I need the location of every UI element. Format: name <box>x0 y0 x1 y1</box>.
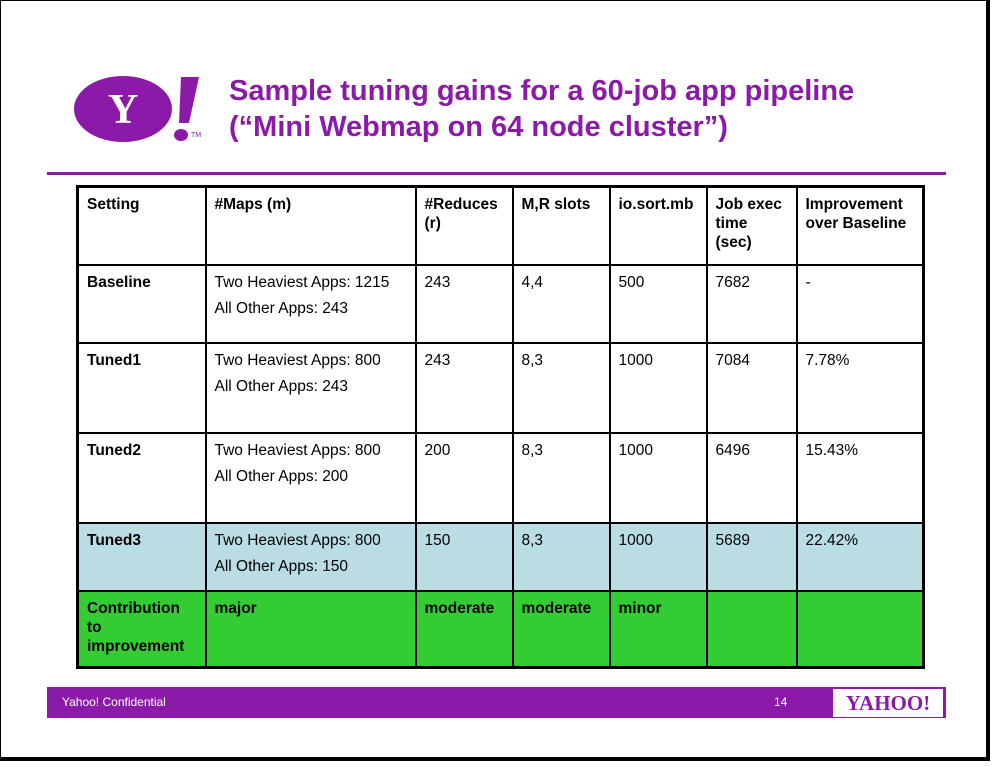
time-cell: 7084 <box>705 342 798 434</box>
reduces-cell: 243 <box>414 342 514 434</box>
table-row: Tuned2 Two Heaviest Apps: 800 All Other … <box>76 432 925 524</box>
maps-heaviest: Two Heaviest Apps: 800 <box>214 532 381 549</box>
page-number: 14 <box>774 695 788 709</box>
improvement-cell: 15.43% <box>795 432 925 524</box>
header-cell: #Maps (m) <box>204 185 417 266</box>
contribution-maps: major <box>204 590 417 669</box>
header-cell: Improvement over Baseline <box>795 185 925 266</box>
svg-text:TM: TM <box>191 132 201 139</box>
contribution-improvement <box>795 590 925 669</box>
time-cell: 6496 <box>705 432 798 524</box>
header-cell: M,R slots <box>511 185 611 266</box>
time-cell: 7682 <box>705 264 798 344</box>
confidential-label: Yahoo! Confidential <box>62 695 166 709</box>
slots-cell: 4,4 <box>511 264 611 344</box>
maps-cell: Two Heaviest Apps: 800 All Other Apps: 2… <box>204 432 417 524</box>
sortmb-cell: 1000 <box>608 432 708 524</box>
footer-yahoo-logo: YAHOO! <box>833 689 943 717</box>
sortmb-cell: 500 <box>608 264 708 344</box>
setting-cell: Tuned3 <box>76 522 207 592</box>
contribution-slots: moderate <box>511 590 611 669</box>
slots-cell: 8,3 <box>511 432 611 524</box>
header-cell: #Reduces (r) <box>414 185 514 266</box>
improvement-cell: - <box>795 264 925 344</box>
table-row: Baseline Two Heaviest Apps: 1215 All Oth… <box>76 264 925 344</box>
improvement-cell: 22.42% <box>795 522 925 592</box>
maps-heaviest: Two Heaviest Apps: 800 <box>214 352 381 369</box>
svg-text:Y: Y <box>108 87 138 133</box>
contribution-sortmb: minor <box>608 590 708 669</box>
maps-other: All Other Apps: 150 <box>214 558 349 575</box>
title-line-2: (“Mini Webmap on 64 node cluster”) <box>229 111 728 143</box>
maps-cell: Two Heaviest Apps: 1215 All Other Apps: … <box>204 264 417 344</box>
setting-cell: Tuned2 <box>76 432 207 524</box>
maps-heaviest: Two Heaviest Apps: 800 <box>214 442 381 459</box>
maps-other: All Other Apps: 200 <box>214 468 349 485</box>
reduces-cell: 243 <box>414 264 514 344</box>
contribution-label: Contribution to improvement <box>76 590 207 669</box>
title-divider <box>47 172 946 175</box>
maps-cell: Two Heaviest Apps: 800 All Other Apps: 2… <box>204 342 417 434</box>
sortmb-cell: 1000 <box>608 342 708 434</box>
tuning-table: Setting #Maps (m) #Reduces (r) M,R slots… <box>76 185 925 669</box>
table-row-highlighted: Tuned3 Two Heaviest Apps: 800 All Other … <box>76 522 925 592</box>
table-header-row: Setting #Maps (m) #Reduces (r) M,R slots… <box>76 185 925 266</box>
setting-cell: Baseline <box>76 264 207 344</box>
maps-heaviest: Two Heaviest Apps: 1215 <box>214 274 390 291</box>
header-cell: io.sort.mb <box>608 185 708 266</box>
slide-title: Sample tuning gains for a 60-job app pip… <box>229 73 929 145</box>
footer-bar: Yahoo! Confidential 14 YAHOO! <box>47 687 946 718</box>
table-row: Tuned1 Two Heaviest Apps: 800 All Other … <box>76 342 925 434</box>
maps-other: All Other Apps: 243 <box>214 300 349 317</box>
contribution-row: Contribution to improvement major modera… <box>76 590 925 669</box>
slots-cell: 8,3 <box>511 342 611 434</box>
reduces-cell: 200 <box>414 432 514 524</box>
improvement-cell: 7.78% <box>795 342 925 434</box>
maps-other: All Other Apps: 243 <box>214 378 349 395</box>
sortmb-cell: 1000 <box>608 522 708 592</box>
contribution-reduces: moderate <box>414 590 514 669</box>
slots-cell: 8,3 <box>511 522 611 592</box>
header-cell: Job exec time (sec) <box>705 185 798 266</box>
reduces-cell: 150 <box>414 522 514 592</box>
time-cell: 5689 <box>705 522 798 592</box>
contribution-time <box>705 590 798 669</box>
setting-cell: Tuned1 <box>76 342 207 434</box>
maps-cell: Two Heaviest Apps: 800 All Other Apps: 1… <box>204 522 417 592</box>
title-line-1: Sample tuning gains for a 60-job app pip… <box>229 75 855 107</box>
header-cell: Setting <box>76 185 207 266</box>
yahoo-logo: Y TM <box>74 76 201 142</box>
svg-text:YAHOO!: YAHOO! <box>846 691 930 715</box>
